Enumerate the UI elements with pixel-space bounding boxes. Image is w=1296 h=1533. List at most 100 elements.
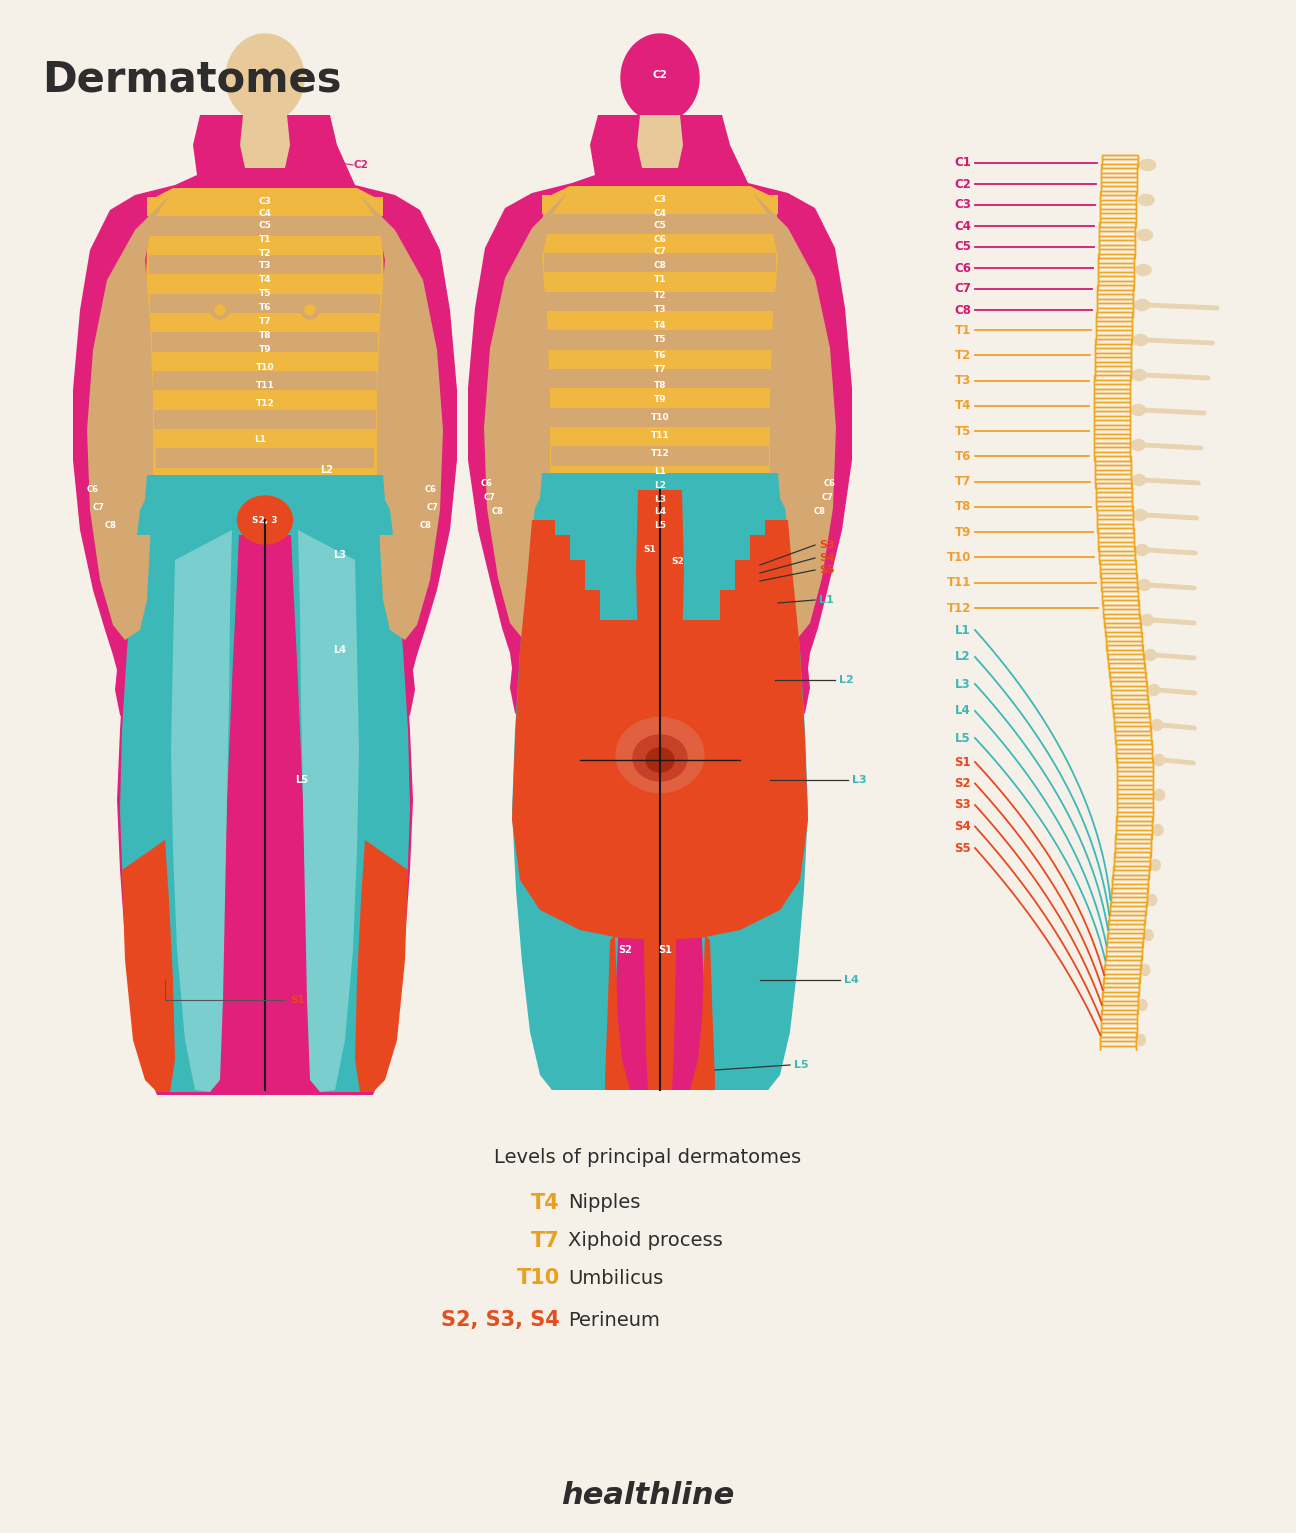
Text: T9: T9 — [955, 526, 971, 538]
Polygon shape — [1094, 448, 1130, 452]
Polygon shape — [1102, 996, 1138, 1001]
Polygon shape — [1115, 731, 1151, 736]
Text: T2: T2 — [653, 290, 666, 299]
Polygon shape — [1100, 204, 1137, 208]
Polygon shape — [1099, 560, 1135, 564]
Text: T5: T5 — [653, 336, 666, 345]
Ellipse shape — [1134, 509, 1147, 521]
Polygon shape — [1098, 537, 1134, 541]
Text: S2: S2 — [671, 558, 684, 567]
Polygon shape — [1102, 169, 1138, 173]
Polygon shape — [1115, 727, 1151, 731]
Polygon shape — [1095, 461, 1130, 466]
Polygon shape — [1116, 748, 1152, 753]
Ellipse shape — [1153, 789, 1165, 800]
Text: S3: S3 — [954, 799, 971, 811]
Polygon shape — [1102, 587, 1138, 592]
Text: L1: L1 — [819, 595, 833, 606]
Text: L2: L2 — [839, 675, 854, 685]
Polygon shape — [1096, 294, 1133, 299]
Text: C4: C4 — [258, 210, 271, 219]
Polygon shape — [1115, 848, 1151, 852]
Polygon shape — [542, 491, 778, 510]
Polygon shape — [1095, 348, 1131, 353]
Polygon shape — [1099, 564, 1135, 569]
Polygon shape — [1099, 236, 1135, 241]
Text: L2: L2 — [654, 481, 666, 491]
Text: C7: C7 — [93, 503, 105, 512]
Ellipse shape — [237, 497, 293, 544]
Polygon shape — [550, 408, 771, 428]
Text: L3: L3 — [333, 550, 346, 560]
Polygon shape — [1103, 992, 1139, 996]
Ellipse shape — [1135, 265, 1151, 276]
Polygon shape — [1108, 929, 1144, 934]
Polygon shape — [1105, 955, 1142, 960]
Text: C2: C2 — [353, 159, 368, 170]
Text: C7: C7 — [954, 282, 971, 296]
Polygon shape — [1116, 816, 1152, 820]
Polygon shape — [1102, 164, 1138, 169]
Polygon shape — [547, 350, 772, 369]
Text: T7: T7 — [531, 1231, 560, 1251]
Polygon shape — [1102, 1013, 1138, 1018]
Text: Levels of principal dermatomes: Levels of principal dermatomes — [495, 1148, 801, 1167]
Text: T12: T12 — [255, 400, 275, 408]
Text: T8: T8 — [955, 500, 971, 514]
Ellipse shape — [1133, 475, 1146, 486]
Polygon shape — [1094, 406, 1130, 411]
Ellipse shape — [1131, 405, 1146, 415]
Ellipse shape — [1152, 825, 1163, 835]
Polygon shape — [1104, 973, 1140, 978]
Text: S2: S2 — [954, 777, 971, 789]
Polygon shape — [1102, 592, 1138, 596]
Text: C5: C5 — [259, 221, 271, 230]
Polygon shape — [1095, 366, 1131, 371]
Polygon shape — [137, 475, 393, 535]
Polygon shape — [1111, 690, 1147, 694]
Text: T6: T6 — [955, 449, 971, 463]
Text: Perineum: Perineum — [568, 1311, 660, 1329]
Text: C2: C2 — [954, 178, 971, 190]
Polygon shape — [546, 311, 774, 330]
Polygon shape — [1100, 583, 1137, 587]
Polygon shape — [1095, 478, 1131, 483]
Text: Dermatomes: Dermatomes — [41, 58, 342, 100]
Polygon shape — [1095, 371, 1130, 376]
Polygon shape — [1102, 155, 1138, 159]
Text: T12: T12 — [946, 601, 971, 615]
Polygon shape — [1111, 901, 1147, 906]
Polygon shape — [1094, 389, 1130, 394]
Polygon shape — [1100, 1046, 1137, 1050]
Polygon shape — [1112, 875, 1148, 878]
Ellipse shape — [215, 305, 226, 314]
Text: C7: C7 — [426, 503, 439, 512]
Polygon shape — [1103, 978, 1139, 983]
Polygon shape — [1116, 757, 1152, 762]
Ellipse shape — [595, 694, 724, 805]
Polygon shape — [1112, 883, 1148, 888]
Polygon shape — [1099, 227, 1135, 231]
Polygon shape — [240, 115, 290, 169]
Polygon shape — [1105, 960, 1142, 964]
Polygon shape — [1099, 218, 1135, 222]
Text: C8: C8 — [105, 521, 117, 529]
Polygon shape — [154, 391, 376, 409]
Polygon shape — [1100, 569, 1137, 573]
Ellipse shape — [1151, 860, 1160, 871]
Ellipse shape — [301, 300, 319, 319]
Ellipse shape — [1133, 369, 1147, 380]
Polygon shape — [1100, 1018, 1137, 1023]
Polygon shape — [1094, 411, 1130, 415]
Text: T11: T11 — [946, 576, 971, 589]
Polygon shape — [1096, 501, 1133, 506]
Polygon shape — [1115, 852, 1151, 857]
Text: C8: C8 — [954, 304, 971, 316]
Polygon shape — [512, 487, 638, 1090]
Polygon shape — [1098, 259, 1134, 264]
Text: L1: L1 — [654, 468, 666, 477]
Polygon shape — [1094, 385, 1130, 389]
Polygon shape — [1095, 353, 1131, 357]
Polygon shape — [1096, 497, 1133, 501]
Polygon shape — [1105, 946, 1142, 950]
